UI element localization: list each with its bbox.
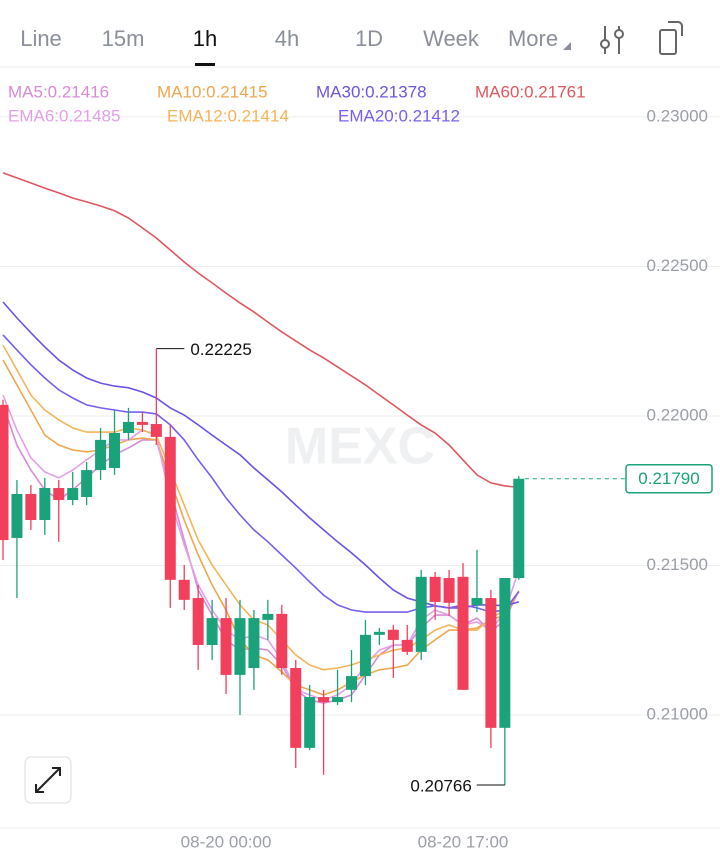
candles	[0, 348, 525, 785]
y-tick-label: 0.23000	[647, 106, 708, 125]
indicator-line	[2, 172, 519, 489]
candle-body	[457, 576, 469, 690]
x-tick-label: 08-20 00:00	[181, 832, 272, 851]
watermark: MEXC	[285, 418, 435, 476]
candle-body	[67, 488, 79, 500]
x-tick-label: 08-20 17:00	[418, 832, 509, 851]
candle-body	[401, 639, 413, 652]
last-price-label: 0.21790	[638, 469, 699, 488]
candle-body	[359, 634, 371, 677]
candle-body	[248, 618, 260, 669]
rotate-icon[interactable]	[659, 21, 683, 55]
tab[interactable]: Line	[20, 26, 62, 51]
grid: 0.21000 0.21500 0.22000 0.22500 0.23000 08-20…	[0, 106, 720, 851]
indicator-line	[2, 334, 520, 613]
last-price-box	[625, 463, 713, 494]
candle-body	[122, 421, 134, 433]
candle-body	[513, 478, 525, 579]
high-label: 0.22225	[190, 340, 251, 359]
candle-body	[136, 421, 148, 425]
candle-body	[499, 578, 511, 728]
legend-entry: EMA6:0.21485	[8, 106, 120, 125]
candle-body	[95, 439, 107, 471]
candle-body	[318, 697, 330, 703]
legend-entry: MA60:0.21761	[475, 82, 586, 101]
candle-body	[262, 613, 274, 620]
indicator-line	[2, 301, 520, 609]
indicator-line	[2, 344, 520, 671]
candle-body	[304, 697, 316, 748]
candle-body	[290, 668, 302, 748]
candle-body	[234, 618, 246, 675]
tab[interactable]: 15m	[102, 26, 145, 51]
candle-body	[332, 697, 344, 703]
candle-body	[25, 493, 37, 521]
candle-body	[220, 618, 232, 675]
candle-body	[178, 579, 190, 600]
expand-button[interactable]	[24, 756, 72, 804]
candle-body	[11, 493, 23, 538]
candle-body	[485, 598, 497, 728]
candle-body	[39, 488, 51, 521]
candle-body	[346, 676, 357, 690]
annotations: 0.22225 0.20766 0.21790	[156, 340, 713, 795]
more-caret	[563, 42, 571, 50]
legend-entry: EMA12:0.21414	[167, 106, 289, 125]
candle-body	[415, 576, 427, 652]
candle-body	[443, 578, 455, 603]
candle-body	[373, 631, 385, 635]
candle-body	[471, 598, 483, 605]
candle-body	[192, 598, 204, 646]
tab[interactable]: 4h	[275, 26, 299, 51]
y-tick-label: 0.21000	[647, 704, 708, 723]
indicator-lines: MA5:0.21416 MA10:0.21415 MA30:0.21378 MA60:…	[2, 82, 586, 704]
tab-bar: Line 15m 1h 4h 1D Week More	[20, 26, 571, 66]
tab[interactable]: Week	[423, 26, 480, 51]
y-tick-label: 0.21500	[647, 555, 708, 574]
candle-body	[429, 576, 441, 602]
candle-body	[387, 629, 399, 640]
candle-body	[150, 424, 162, 437]
y-tick-label: 0.22500	[647, 256, 708, 275]
legend-entry: EMA20:0.21412	[338, 106, 460, 125]
candle-body	[109, 432, 121, 468]
tab[interactable]: More	[508, 26, 558, 51]
settings-icon[interactable]	[600, 26, 624, 54]
legend-entry: MA5:0.21416	[8, 82, 109, 101]
indicator-line	[2, 359, 520, 696]
tab[interactable]: 1D	[355, 26, 383, 51]
candle-body	[206, 618, 218, 646]
candle-body	[276, 613, 288, 669]
tab[interactable]: 1h	[193, 26, 217, 51]
low-label: 0.20766	[410, 776, 471, 795]
indicator-line	[2, 394, 520, 701]
candle-body	[81, 470, 93, 497]
y-tick-label: 0.22000	[647, 405, 708, 424]
active-tab-indicator	[195, 63, 215, 66]
candle-body	[0, 404, 9, 541]
candle-body	[53, 488, 65, 500]
legend-entry: MA30:0.21378	[316, 82, 427, 101]
candle-body	[164, 436, 176, 580]
legend-entry: MA10:0.21415	[157, 82, 268, 101]
